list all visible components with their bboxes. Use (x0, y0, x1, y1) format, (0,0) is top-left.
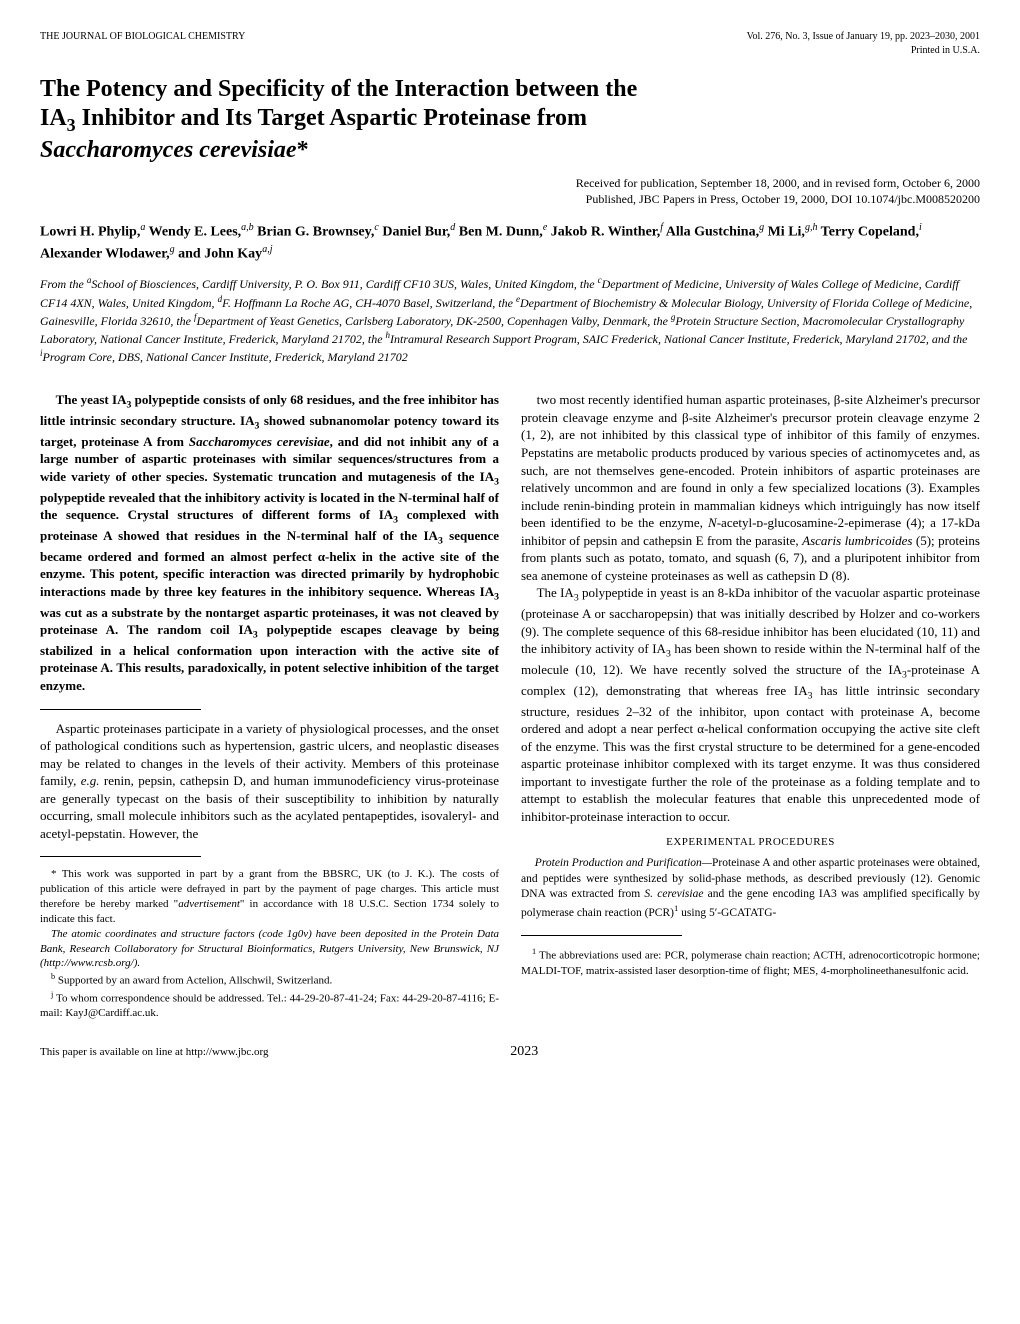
right-body: two most recently identified human aspar… (521, 391, 980, 825)
citation-line: Vol. 276, No. 3, Issue of January 19, pp… (747, 30, 980, 44)
title-italic: Saccharomyces cerevisiae (40, 137, 297, 163)
two-column-body: The yeast IA3 polypeptide consists of on… (40, 391, 980, 1021)
left-column: The yeast IA3 polypeptide consists of on… (40, 391, 499, 1021)
footnote-divider-right (521, 935, 682, 936)
procedures-p1: Protein Production and Purification—Prot… (521, 856, 980, 921)
title-line2a: IA (40, 105, 67, 131)
right-footnotes: 1 The abbreviations used are: PCR, polym… (521, 946, 980, 978)
authors: Lowri H. Phylip,a Wendy E. Lees,a,b Bria… (40, 221, 980, 264)
procedures-heading: EXPERIMENTAL PROCEDURES (521, 835, 980, 850)
footer-left: This paper is available on line at http:… (40, 1045, 269, 1060)
received-line2: Published, JBC Papers in Press, October … (40, 191, 980, 207)
intro-p1: Aspartic proteinases participate in a va… (40, 720, 499, 843)
journal-citation: Vol. 276, No. 3, Issue of January 19, pp… (747, 30, 980, 57)
journal-header: THE JOURNAL OF BIOLOGICAL CHEMISTRY Vol.… (40, 30, 980, 57)
col2-p2: The IA3 polypeptide in yeast is an 8-kDa… (521, 584, 980, 825)
article-title: The Potency and Specificity of the Inter… (40, 75, 980, 165)
page-number: 2023 (510, 1043, 538, 1062)
title-sub: 3 (67, 115, 76, 135)
footnote-b: b Supported by an award from Actelion, A… (40, 971, 499, 989)
footnote-abbrev: 1 The abbreviations used are: PCR, polym… (521, 946, 980, 978)
footnote-j: j To whom correspondence should be addre… (40, 989, 499, 1021)
printed-line: Printed in U.S.A. (747, 44, 980, 58)
section-divider (40, 709, 201, 710)
page-footer: This paper is available on line at http:… (40, 1043, 980, 1062)
abstract-text: The yeast IA3 polypeptide consists of on… (40, 391, 499, 694)
title-line2b: Inhibitor and Its Target Aspartic Protei… (76, 105, 587, 131)
col2-p1: two most recently identified human aspar… (521, 391, 980, 584)
left-footnotes: * This work was supported in part by a g… (40, 867, 499, 1021)
footnote-funding: * This work was supported in part by a g… (40, 867, 499, 926)
title-asterisk: * (297, 137, 309, 163)
title-line1: The Potency and Specificity of the Inter… (40, 76, 637, 102)
procedures: Protein Production and Purification—Prot… (521, 856, 980, 921)
abstract: The yeast IA3 polypeptide consists of on… (40, 391, 499, 694)
footnote-divider (40, 856, 201, 857)
received-line1: Received for publication, September 18, … (40, 175, 980, 191)
footnote-coords: The atomic coordinates and structure fac… (40, 927, 499, 972)
journal-name: THE JOURNAL OF BIOLOGICAL CHEMISTRY (40, 30, 245, 57)
intro: Aspartic proteinases participate in a va… (40, 720, 499, 843)
affiliations: From the aSchool of Biosciences, Cardiff… (40, 274, 980, 365)
right-column: two most recently identified human aspar… (521, 391, 980, 1021)
received-block: Received for publication, September 18, … (40, 175, 980, 207)
